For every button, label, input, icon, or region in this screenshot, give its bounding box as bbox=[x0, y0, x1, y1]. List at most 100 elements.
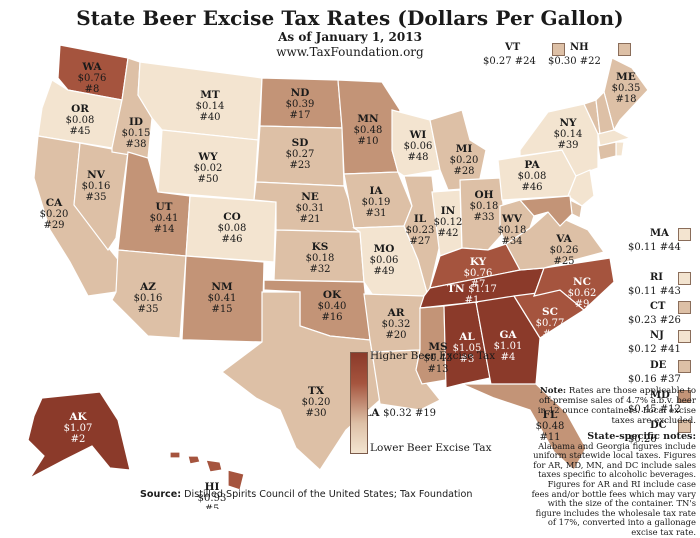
note-label: Note: bbox=[539, 386, 567, 396]
state-label-mi: MI $0.20 #28 bbox=[450, 143, 479, 177]
state-label-ky: KY $0.76 #7 bbox=[464, 256, 493, 290]
callout-value-de: $0.16 #37 bbox=[628, 374, 681, 385]
callout-value-ri: $0.11 #43 bbox=[628, 286, 681, 297]
callout-abbr-nj: NJ bbox=[650, 330, 664, 341]
state-label-ks: KS $0.18 #32 bbox=[306, 241, 335, 275]
state-shape-hi bbox=[169, 451, 245, 491]
state-label-oh: OH $0.18 #33 bbox=[470, 189, 499, 223]
state-shape-fl bbox=[461, 383, 587, 471]
legend-high-label: Higher Beer Excise Tax bbox=[370, 350, 496, 362]
callout-swatch-ri bbox=[678, 272, 691, 285]
callout-swatch-ma bbox=[678, 228, 691, 241]
state-label-il: IL $0.23 #27 bbox=[406, 213, 435, 247]
state-shape-ri bbox=[615, 141, 625, 157]
callout-abbr-ct: CT bbox=[650, 301, 666, 312]
state-label-ut: UT $0.41 #14 bbox=[150, 201, 179, 235]
note-body: Rates are those applicable to off-premis… bbox=[537, 386, 696, 426]
state-label-ne: NE $0.31 #21 bbox=[296, 191, 325, 225]
state-label-wv: WV $0.18 #34 bbox=[498, 213, 527, 247]
state-label-ar: AR $0.32 #20 bbox=[382, 307, 411, 341]
state-label-mn: MN $0.48 #10 bbox=[354, 113, 383, 147]
state-label-az: AZ $0.16 #35 bbox=[134, 281, 163, 315]
state-shape-il bbox=[403, 175, 441, 297]
state-label-ms: MS $0.43 #13 bbox=[424, 341, 453, 375]
callout-abbr-de: DE bbox=[650, 360, 667, 371]
callout-value-md: $0.45 #12 bbox=[628, 404, 681, 415]
note-text: Note: Rates are those applicable to off-… bbox=[528, 386, 696, 426]
state-shape-ct bbox=[597, 141, 617, 161]
callout-value-ma: $0.11 #44 bbox=[628, 242, 681, 253]
state-label-ga: GA $1.01 #4 bbox=[494, 329, 523, 363]
map-stage: State Beer Excise Tax Rates (Dollars Per… bbox=[27, 6, 696, 537]
state-label-hi: HI$0.93#5 bbox=[198, 481, 227, 509]
state-label-nm: NM $0.41 #15 bbox=[208, 281, 237, 315]
state-label-in: IN $0.12 #42 bbox=[434, 205, 463, 239]
state-shape-nj bbox=[567, 169, 595, 207]
state-label-ia: IA $0.19 #31 bbox=[362, 185, 391, 219]
state-label-me: ME $0.35 #18 bbox=[612, 71, 641, 105]
state-notes-heading: State-specific notes: bbox=[587, 431, 696, 442]
state-label-sc: SC $0.77 #6 bbox=[536, 306, 565, 340]
source-line: Source: Distilled Spirits Council of the… bbox=[140, 489, 472, 500]
state-label-ok: OK $0.40 #16 bbox=[318, 289, 347, 323]
callout-value-nh: $0.30 #22 bbox=[548, 56, 601, 67]
us-map: WA $0.76 #8 OR $0.08 #45 CA $0.20 #29 NV $0.16 #35 I… bbox=[27, 44, 649, 509]
state-label-wa: WA $0.76 #8 bbox=[78, 61, 107, 95]
state-label-id: ID $0.15 #38 bbox=[122, 116, 151, 150]
subtitle: As of January 1, 2013 bbox=[278, 30, 422, 44]
state-shape-oh bbox=[459, 177, 507, 251]
state-label-mo: MO $0.06 #49 bbox=[370, 243, 399, 277]
website: www.TaxFoundation.org bbox=[276, 45, 424, 59]
state-label-ny: NY $0.14 #39 bbox=[554, 117, 583, 151]
state-shape-ma bbox=[597, 129, 632, 147]
state-label-nc: NC $0.62 #9 bbox=[568, 276, 597, 310]
source-label: Source: bbox=[140, 489, 182, 500]
state-shape-mi bbox=[429, 109, 487, 191]
callout-value-vt: $0.27 #24 bbox=[483, 56, 536, 67]
state-label-al: AL $1.05 #3 bbox=[453, 331, 482, 365]
state-shape-md bbox=[518, 195, 573, 227]
state-shape-al bbox=[443, 301, 491, 389]
callout-swatch-vt bbox=[552, 43, 565, 56]
state-shape-ny bbox=[519, 103, 599, 177]
callout-swatch-de bbox=[678, 360, 691, 373]
callout-abbr-ma: MA bbox=[650, 228, 669, 239]
state-shape-ak bbox=[27, 391, 131, 480]
state-shapes bbox=[27, 44, 649, 491]
state-label-or: OR $0.08 #45 bbox=[66, 103, 95, 137]
callout-swatch-nh bbox=[618, 43, 631, 56]
state-label-co: CO $0.08 #46 bbox=[218, 211, 247, 245]
state-label-wy: WY $0.02 #50 bbox=[194, 151, 223, 185]
state-label-la: LA $0.32 #19 bbox=[364, 407, 436, 419]
state-label-nv: NV $0.16 #35 bbox=[82, 169, 111, 203]
callout-swatch-ct bbox=[678, 301, 691, 314]
state-label-va: VA $0.26 #25 bbox=[550, 233, 579, 267]
state-label-mt: MT $0.14 #40 bbox=[196, 89, 225, 123]
state-labels: WA $0.76 #8 OR $0.08 #45 CA $0.20 #29 NV $0.16 #35 I… bbox=[40, 61, 641, 509]
callout-swatch-nj bbox=[678, 330, 691, 343]
state-notes-body: Alabama and Georgia figures include unif… bbox=[531, 440, 696, 537]
state-shape-va bbox=[505, 211, 605, 271]
callout-abbr-nh: NH bbox=[570, 42, 589, 53]
state-shape-ga bbox=[475, 295, 541, 391]
state-label-wi: WI $0.06 #48 bbox=[404, 129, 433, 163]
state-shape-nm bbox=[181, 255, 265, 343]
callout-value-nj: $0.12 #41 bbox=[628, 344, 681, 355]
state-label-tn: TN $1.17 #1 bbox=[447, 283, 497, 306]
callout-swatch-md bbox=[678, 390, 691, 403]
notes-block: Note: Rates are those applicable to off-… bbox=[528, 386, 696, 538]
callout-value-dc: $0.26 bbox=[628, 434, 657, 445]
callout-swatch-dc bbox=[678, 420, 691, 433]
callout-abbr-dc: DC bbox=[650, 420, 667, 431]
state-shape-co bbox=[185, 195, 277, 263]
state-label-pa: PA $0.08 #46 bbox=[518, 159, 547, 193]
callout-value-ct: $0.23 #26 bbox=[628, 315, 681, 326]
page-title: State Beer Excise Tax Rates (Dollars Per… bbox=[76, 6, 624, 30]
legend-low-label: Lower Beer Excise Tax bbox=[370, 442, 492, 454]
source-text: Distilled Spirits Council of the United … bbox=[184, 489, 473, 500]
legend-gradient bbox=[350, 352, 368, 454]
state-shape-tx bbox=[221, 291, 381, 471]
callout-abbr-ri: RI bbox=[650, 272, 663, 283]
state-label-sd: SD $0.27 #23 bbox=[286, 137, 315, 171]
state-label-nd: ND $0.39 #17 bbox=[286, 87, 315, 121]
